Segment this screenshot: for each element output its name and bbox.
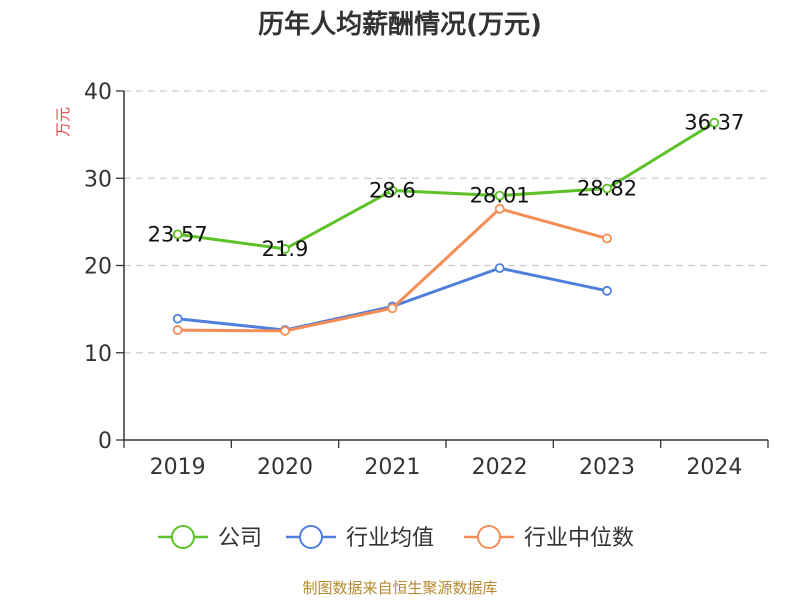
- data-label-2022: 28.01: [470, 184, 530, 208]
- data-labels: 23.57 21.9 28.6 28.01 28.82 36.37: [148, 111, 745, 261]
- x-tick-label-2019: 2019: [150, 455, 206, 480]
- x-tick-label-2021: 2021: [364, 455, 420, 480]
- point-0-2022: [494, 190, 505, 201]
- y-axis-label: 万元: [54, 107, 72, 137]
- grid-lines: [124, 90, 768, 354]
- point-0-2020: [280, 244, 290, 254]
- data-label-2019: 23.57: [148, 222, 208, 246]
- point-0-2023: [602, 183, 612, 194]
- x-tick-label-2020: 2020: [257, 455, 313, 480]
- y-tick-labels: 0 10 20 30 40: [84, 80, 112, 454]
- y-tick-label-0: 0: [98, 429, 112, 454]
- point-2-2021: [387, 303, 398, 314]
- y-tick-label-40: 40: [84, 80, 112, 105]
- legend-marker-2: [477, 525, 501, 549]
- x-tick-label-2022: 2022: [472, 455, 528, 480]
- series-2: [172, 203, 612, 336]
- x-tick-labels: 2019 2020 2021 2022 2023 2024: [150, 455, 743, 480]
- point-1-2019: [172, 313, 183, 324]
- point-0-2021: [387, 185, 398, 196]
- series-line-1: [177, 266, 608, 332]
- data-label-2024: 36.37: [684, 111, 744, 135]
- source-note: 制图数据来自恒生聚源数据库: [302, 579, 497, 597]
- point-2-2023: [602, 233, 612, 244]
- data-label-2021: 28.6: [369, 178, 416, 202]
- point-0-2019: [172, 229, 183, 240]
- legend-label-2: 行业中位数: [524, 526, 634, 551]
- y-tick-label-30: 30: [84, 167, 112, 192]
- point-0-2024: [709, 117, 720, 128]
- chart-title: 历年人均薪酬情况(万元): [258, 9, 542, 40]
- x-tick-label-2024: 2024: [686, 455, 742, 480]
- point-2-2022: [494, 203, 505, 214]
- legend: 公司 行业均值 行业中位数: [158, 525, 634, 551]
- legend-label-1: 行业均值: [346, 526, 434, 551]
- point-2-2020: [280, 326, 290, 336]
- series-line-0: [177, 121, 716, 251]
- legend-marker-1: [299, 525, 323, 549]
- point-1-2023: [602, 285, 612, 296]
- data-label-2020: 21.9: [262, 237, 309, 261]
- legend-label-0: 公司: [218, 526, 262, 551]
- axes: [116, 90, 769, 448]
- series-group: [172, 117, 720, 336]
- series-1: [172, 263, 612, 335]
- point-1-2022: [494, 263, 505, 274]
- y-tick-label-10: 10: [84, 342, 112, 367]
- legend-marker-0: [171, 525, 195, 549]
- series-0: [172, 117, 720, 254]
- data-label-2023: 28.82: [577, 177, 637, 201]
- point-2-2019: [172, 325, 183, 335]
- x-tick-label-2023: 2023: [579, 455, 635, 480]
- y-tick-label-20: 20: [84, 255, 112, 280]
